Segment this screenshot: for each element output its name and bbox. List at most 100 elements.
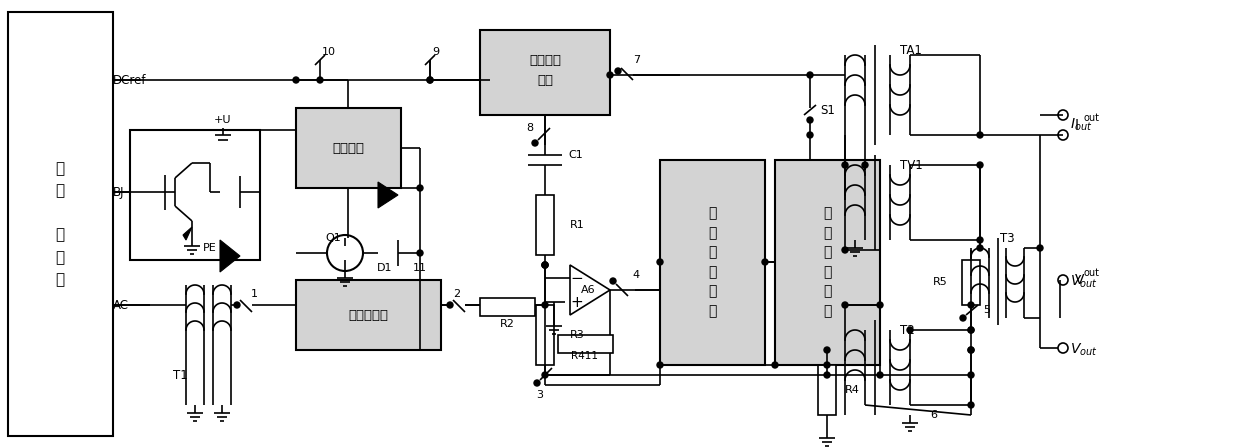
Circle shape [968, 327, 973, 333]
Bar [558, 335, 613, 353]
Circle shape [968, 347, 973, 353]
Circle shape [293, 77, 299, 83]
Circle shape [977, 237, 983, 243]
Bar [480, 30, 610, 115]
Text: R1: R1 [570, 220, 585, 230]
Text: 2: 2 [454, 289, 460, 299]
Text: T2: T2 [900, 323, 915, 336]
Text: +: + [570, 294, 583, 310]
Text: 4: 4 [632, 270, 639, 280]
Circle shape [906, 327, 913, 333]
Bar [660, 160, 765, 365]
Text: 10: 10 [322, 47, 336, 57]
Text: 比较电路: 比较电路 [332, 142, 365, 155]
Circle shape [317, 77, 322, 83]
Circle shape [427, 77, 433, 83]
Circle shape [417, 250, 423, 256]
Text: 11: 11 [413, 263, 427, 273]
Circle shape [977, 245, 983, 251]
Text: T3: T3 [999, 232, 1014, 245]
Circle shape [842, 162, 848, 168]
Text: out: out [1083, 268, 1099, 278]
Text: 7: 7 [634, 55, 641, 65]
Text: Q1: Q1 [325, 233, 341, 243]
Circle shape [825, 372, 830, 378]
Text: S1: S1 [820, 103, 835, 116]
Text: 输入级电路: 输入级电路 [348, 309, 388, 322]
Circle shape [968, 327, 973, 333]
Text: 6: 6 [930, 410, 937, 420]
Circle shape [977, 132, 983, 138]
Text: C1: C1 [568, 150, 583, 160]
Text: out: out [1083, 113, 1099, 123]
Circle shape [608, 72, 613, 78]
Circle shape [446, 302, 453, 308]
Text: R3: R3 [570, 330, 585, 340]
Polygon shape [378, 182, 398, 208]
Text: 电
压
放
大
电
路: 电 压 放 大 电 路 [708, 206, 717, 318]
Polygon shape [184, 227, 192, 240]
Circle shape [862, 162, 868, 168]
Circle shape [968, 402, 973, 408]
Bar [962, 260, 980, 305]
Circle shape [877, 372, 883, 378]
Polygon shape [219, 240, 241, 272]
Circle shape [825, 347, 830, 353]
Text: 电路: 电路 [537, 73, 553, 86]
Bar [536, 195, 554, 255]
Bar [7, 12, 113, 436]
Text: 功
率
放
大
电
路: 功 率 放 大 电 路 [823, 206, 831, 318]
Circle shape [842, 247, 848, 253]
Text: AC: AC [113, 298, 129, 311]
Circle shape [968, 302, 973, 308]
Bar [480, 298, 534, 316]
Circle shape [877, 302, 883, 308]
Text: I: I [1075, 118, 1079, 132]
Circle shape [417, 185, 423, 191]
Circle shape [532, 140, 538, 146]
Text: 1: 1 [250, 289, 258, 299]
Text: $I_{out}$: $I_{out}$ [1070, 117, 1092, 133]
Text: T1: T1 [172, 369, 187, 382]
Text: 3: 3 [537, 390, 543, 400]
Text: $V_{out}$: $V_{out}$ [1070, 342, 1097, 358]
Circle shape [807, 72, 813, 78]
Bar [296, 108, 401, 188]
Bar [296, 280, 441, 350]
Text: DCref: DCref [113, 73, 146, 86]
Text: 8: 8 [526, 123, 533, 133]
Text: BJ: BJ [113, 185, 124, 198]
Circle shape [657, 259, 663, 265]
Circle shape [842, 302, 848, 308]
Text: A6: A6 [580, 285, 595, 295]
Text: 整流反馈: 整流反馈 [529, 53, 560, 66]
Text: 5: 5 [983, 305, 990, 315]
Text: R4: R4 [844, 385, 859, 395]
Circle shape [542, 302, 548, 308]
Bar [130, 130, 260, 260]
Text: V: V [1075, 273, 1085, 287]
Circle shape [807, 117, 813, 123]
Circle shape [534, 380, 539, 386]
Circle shape [968, 372, 973, 378]
Text: +U: +U [215, 115, 232, 125]
Text: PE: PE [203, 243, 217, 253]
Text: TA1: TA1 [900, 43, 921, 56]
Text: D1: D1 [377, 263, 393, 273]
Circle shape [763, 259, 768, 265]
Text: TV1: TV1 [900, 159, 923, 172]
Text: 9: 9 [432, 47, 439, 57]
Circle shape [542, 262, 548, 268]
Circle shape [657, 362, 663, 368]
Bar [775, 160, 880, 365]
Bar [818, 365, 836, 415]
Circle shape [542, 262, 548, 268]
Bar [536, 305, 554, 365]
Text: R2: R2 [500, 319, 515, 329]
Circle shape [234, 302, 241, 308]
Text: −: − [570, 271, 583, 285]
Circle shape [825, 362, 830, 368]
Text: R5: R5 [934, 277, 949, 287]
Circle shape [977, 162, 983, 168]
Circle shape [807, 132, 813, 138]
